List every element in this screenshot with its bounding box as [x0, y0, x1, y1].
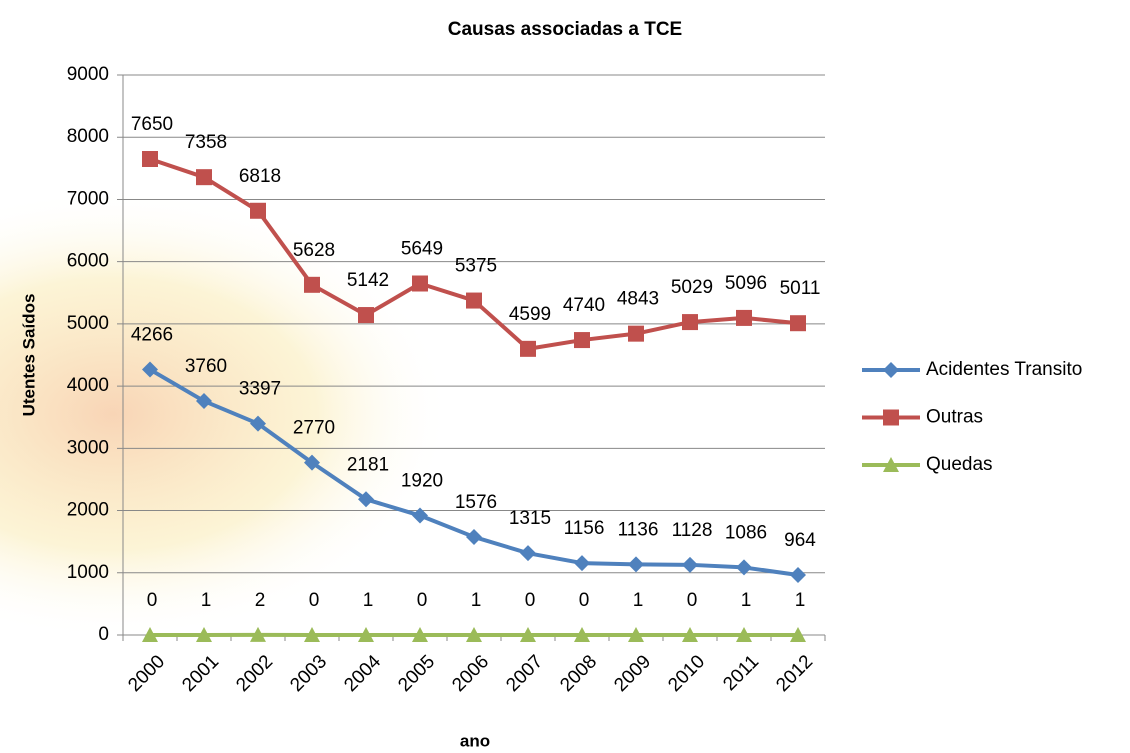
data-label: 5011: [780, 278, 821, 299]
marker: [628, 626, 644, 642]
data-label: 1128: [672, 520, 713, 541]
legend-label: Quedas: [926, 454, 993, 475]
y-tick-label: 2000: [67, 500, 109, 521]
data-label: 6818: [239, 166, 281, 187]
y-tick-label: 7000: [67, 188, 109, 209]
marker: [196, 393, 212, 410]
marker: [883, 457, 899, 472]
data-label: 5096: [725, 273, 767, 294]
marker: [412, 627, 428, 642]
marker: [250, 626, 266, 642]
marker: [412, 275, 428, 292]
marker: [304, 454, 320, 471]
data-label: 5628: [293, 240, 335, 261]
data-label: 3397: [239, 379, 281, 400]
data-label: 1: [363, 590, 374, 611]
marker: [142, 151, 158, 167]
data-label: 7358: [185, 132, 227, 153]
y-tick-label: 9000: [67, 64, 109, 85]
data-label: 1: [741, 590, 752, 611]
marker: [883, 362, 899, 378]
data-label: 3760: [185, 356, 227, 377]
marker: [682, 627, 698, 642]
marker: [358, 491, 374, 508]
marker: [142, 627, 158, 642]
marker: [628, 556, 644, 573]
data-label: 1576: [455, 492, 497, 513]
marker: [466, 528, 482, 545]
marker: [520, 545, 536, 562]
data-label: 1086: [725, 522, 767, 543]
marker: [196, 626, 212, 642]
data-label: 5375: [455, 256, 497, 277]
y-tick-label: 6000: [67, 251, 109, 272]
data-label: 2181: [347, 454, 389, 475]
marker: [682, 314, 698, 331]
data-label: 1136: [618, 519, 659, 540]
data-label: 1: [633, 590, 644, 611]
y-tick-label: 0: [98, 624, 109, 645]
data-label: 1920: [401, 471, 443, 492]
marker: [358, 307, 374, 324]
data-label: 0: [687, 590, 698, 611]
y-tick-label: 8000: [67, 126, 109, 147]
marker: [628, 325, 644, 342]
data-label: 2: [255, 590, 266, 611]
data-label: 5029: [671, 277, 713, 298]
data-label: 0: [417, 590, 428, 611]
legend-label: Outras: [926, 407, 983, 428]
x-axis-label: ano: [460, 731, 490, 750]
marker: [682, 556, 698, 573]
data-label: 0: [579, 590, 590, 611]
marker: [142, 361, 158, 378]
y-tick-label: 4000: [67, 375, 109, 396]
y-axis-label: Utentes Saídos: [19, 294, 38, 417]
marker: [196, 169, 212, 186]
data-label: 5649: [401, 239, 443, 260]
marker: [466, 292, 482, 309]
data-label: 1315: [509, 508, 551, 529]
data-label: 1: [471, 590, 482, 611]
marker: [466, 626, 482, 642]
marker: [736, 626, 752, 642]
marker: [574, 332, 590, 349]
marker: [520, 340, 536, 357]
data-label: 964: [784, 530, 816, 551]
marker: [790, 315, 806, 332]
data-label: 4740: [563, 295, 605, 316]
marker: [574, 555, 590, 572]
data-label: 1: [795, 590, 806, 611]
marker: [574, 627, 590, 642]
legend-label: Acidentes Transito: [926, 359, 1082, 380]
y-tick-label: 5000: [67, 313, 109, 334]
data-label: 2770: [293, 418, 335, 439]
data-label: 0: [147, 590, 158, 611]
data-label: 5142: [347, 270, 389, 291]
marker: [250, 202, 266, 219]
data-label: 7650: [131, 114, 173, 135]
marker: [250, 415, 266, 432]
data-label: 4843: [617, 289, 659, 310]
chart-title: Causas associadas a TCE: [448, 19, 682, 40]
data-label: 4266: [131, 325, 173, 346]
marker: [736, 309, 752, 326]
data-label: 1: [201, 590, 212, 611]
marker: [304, 627, 320, 642]
data-label: 0: [309, 590, 320, 611]
marker: [412, 507, 428, 524]
marker: [304, 276, 320, 293]
marker: [790, 567, 806, 584]
y-tick-label: 3000: [67, 437, 109, 458]
data-label: 1156: [564, 518, 605, 539]
marker: [520, 627, 536, 642]
data-label: 4599: [509, 304, 551, 325]
y-tick-label: 1000: [67, 562, 109, 583]
marker: [736, 559, 752, 576]
marker: [358, 626, 374, 642]
marker: [790, 626, 806, 642]
data-label: 0: [525, 590, 536, 611]
marker: [883, 409, 899, 426]
